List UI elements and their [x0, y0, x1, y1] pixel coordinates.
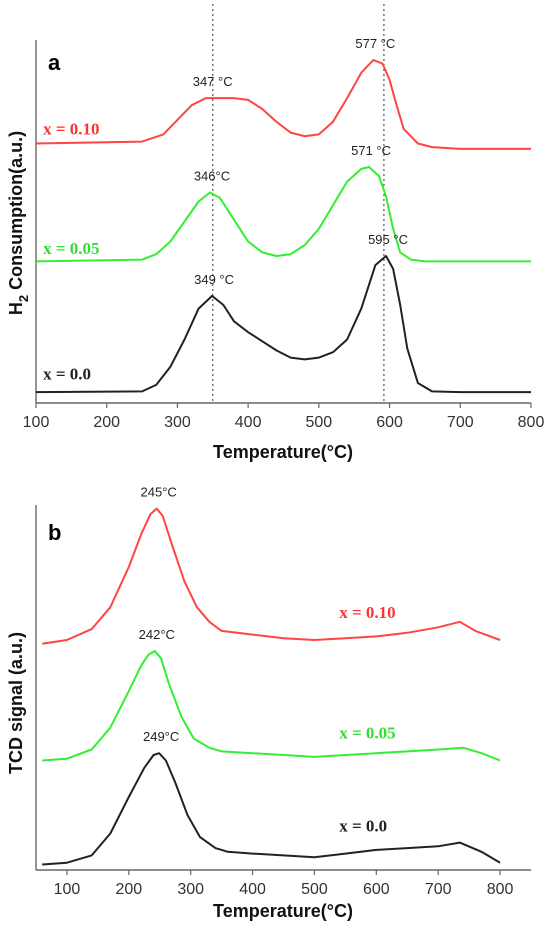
panel-a-label: a: [48, 50, 61, 75]
panel-b-series-label-1: x = 0.10: [339, 603, 395, 622]
panel-b-x-tick-label: 800: [487, 881, 514, 898]
panel-a-peak-label-3: 571 °C: [351, 143, 391, 158]
panel-b-series-line-2: [42, 650, 501, 762]
panel-a-series-line-3: [35, 255, 531, 394]
panel-a-x-tick-label: 700: [447, 414, 474, 431]
panel-a-y-axis-title-sub: 2: [16, 295, 31, 302]
panel-a-series-label-2: x = 0.05: [43, 239, 99, 258]
panel-b-x-axis-title: Temperature(°C): [213, 901, 353, 921]
panel-a-x-tick-label: 300: [164, 414, 191, 431]
panel-b-x-tick-label: 600: [363, 881, 390, 898]
panel-a-peak-label-2: 347 °C: [193, 74, 233, 89]
panel-b-peak-label-3: 249°C: [143, 729, 179, 744]
panel-b-series-label-2: x = 0.05: [339, 724, 395, 743]
panel-b-series-label-3: x = 0.0: [339, 817, 387, 836]
panel-a-x-axis-title: Temperature(°C): [213, 442, 353, 462]
panel-b-x-tick-label: 400: [239, 881, 266, 898]
panel-b-series-line-3: [42, 752, 501, 866]
panel-a-peak-label-6: 595 °C: [368, 232, 408, 247]
panel-b-y-axis-title: TCD signal (a.u.): [6, 632, 26, 774]
panel-b-x-tick-label: 500: [301, 881, 328, 898]
panel-a-x-tick-label: 200: [93, 414, 120, 431]
panel-b: b 100 200 300 400 500 600 700 800 x = 0.10 x = 0.…: [6, 485, 531, 921]
panel-a: a 100 200 300 400 500 600 700 800 x = 0.10 x = 0.…: [6, 4, 544, 462]
panel-a-peak-label-4: 346°C: [194, 168, 230, 183]
panel-b-peak-label-1: 245°C: [141, 485, 177, 500]
panel-a-x-tick-label: 400: [235, 414, 262, 431]
panel-b-x-tick-label: 100: [54, 881, 81, 898]
panel-a-y-axis-title-base: H: [6, 302, 26, 315]
panel-b-x-tick-label: 300: [177, 881, 204, 898]
panel-a-peak-label-5: 349 °C: [194, 272, 234, 287]
panel-a-series-label-3: x = 0.0: [43, 364, 91, 383]
panel-b-peak-label-2: 242°C: [139, 627, 175, 642]
panel-a-x-tick-label: 800: [518, 414, 545, 431]
panel-b-plot-area: 100 200 300 400 500 600 700 800 x = 0.10 x = 0.05…: [35, 485, 531, 898]
panel-a-y-axis-title-rest: Consumption(a.u.): [6, 131, 26, 295]
panel-a-series-line-2: [35, 166, 531, 263]
panel-a-series-label-1: x = 0.10: [43, 119, 99, 138]
panel-b-x-tick-label: 700: [425, 881, 452, 898]
panel-a-y-axis-title: H2 Consumption(a.u.): [6, 131, 31, 315]
panel-a-x-tick-label: 500: [306, 414, 333, 431]
panel-b-label: b: [48, 520, 61, 545]
panel-b-series-line-1: [42, 507, 501, 645]
panel-a-x-tick-label: 600: [376, 414, 403, 431]
panel-a-peak-label-1: 577 °C: [355, 36, 395, 51]
panel-a-series-line-1: [35, 59, 531, 150]
panel-a-x-tick-label: 100: [23, 414, 50, 431]
panel-b-x-tick-label: 200: [115, 881, 142, 898]
